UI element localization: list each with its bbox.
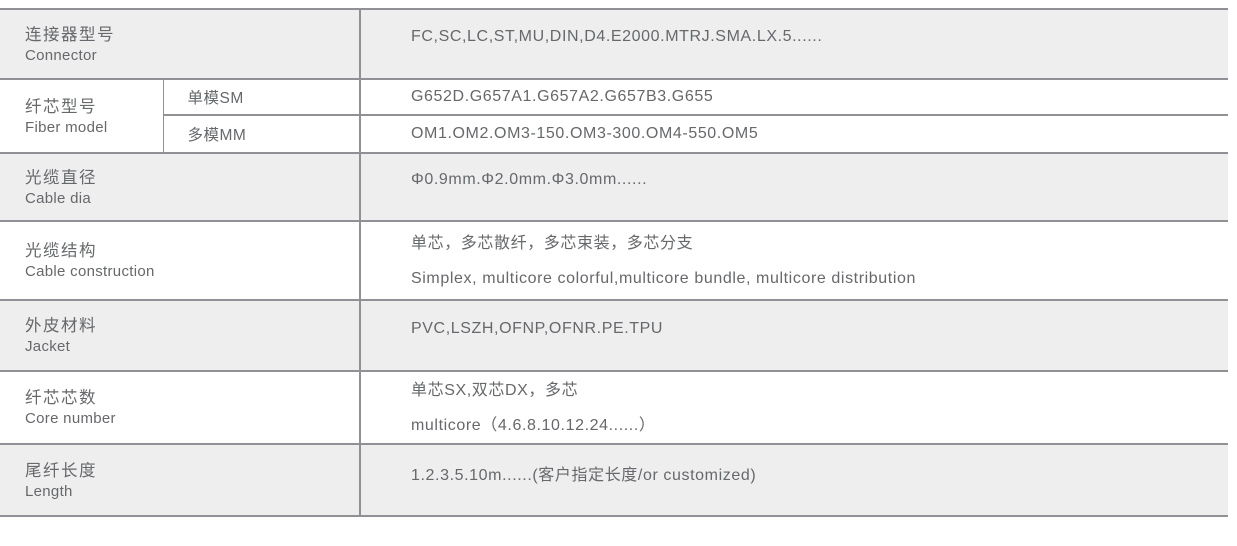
row-cable-dia-value: Φ0.9mm.Φ2.0mm.Φ3.0mm......: [359, 152, 1228, 221]
fiber-model-mm-value-text: OM1.OM2.OM3-150.OM3-300.OM4-550.OM5: [411, 125, 759, 142]
row-core-number-label-en: Core number: [25, 410, 116, 427]
row-cable-dia-label-zh: 光缆直径: [25, 168, 97, 187]
row-cable-construction-label-en: Cable construction: [25, 263, 155, 280]
fiber-model-sm-sublabel: 单模SM: [162, 78, 360, 115]
row-cable-construction: 光缆结构 Cable construction 单芯，多芯散纤，多芯束装，多芯分…: [0, 220, 1228, 300]
row-connector-label-en: Connector: [25, 46, 97, 64]
fiber-model-mm-sublabel-text: 多模MM: [187, 127, 247, 144]
jacket-value-text: PVC,LSZH,OFNP,OFNR.PE.TPU: [411, 319, 664, 337]
row-connector-value: FC,SC,LC,ST,MU,DIN,D4.E2000.MTRJ.SMA.LX.…: [359, 8, 1228, 79]
row-fiber-model-sm: 纤芯型号 Fiber model 单模SM G652D.G657A1.G657A…: [0, 78, 1228, 153]
row-core-number-label: 纤芯芯数 Core number: [0, 370, 360, 444]
cable-dia-value-text: Φ0.9mm.Φ2.0mm.Φ3.0mm......: [411, 171, 648, 188]
cable-construction-value-zh: 单芯，多芯散纤，多芯束装，多芯分支: [411, 234, 694, 252]
fiber-model-mm-sublabel: 多模MM: [162, 114, 360, 153]
row-core-number-label-zh: 纤芯芯数: [25, 389, 97, 407]
row-jacket-label-en: Jacket: [25, 338, 71, 355]
row-connector: 连接器型号 Connector FC,SC,LC,ST,MU,DIN,D4.E2…: [0, 8, 1228, 79]
row-jacket-label: 外皮材料 Jacket: [0, 299, 360, 371]
fiber-model-mm-value: OM1.OM2.OM3-150.OM3-300.OM4-550.OM5: [359, 114, 1228, 153]
row-cable-dia-label-en: Cable dia: [25, 189, 92, 207]
row-fiber-model-label-en: Fiber model: [25, 118, 108, 136]
row-jacket: 外皮材料 Jacket PVC,LSZH,OFNP,OFNR.PE.TPU: [0, 299, 1228, 371]
row-connector-label-zh: 连接器型号: [25, 25, 115, 44]
row-cable-dia-label: 光缆直径 Cable dia: [0, 152, 360, 221]
row-fiber-model-label: 纤芯型号 Fiber model: [0, 78, 163, 153]
row-fiber-model-mm: 多模MM OM1.OM2.OM3-150.OM3-300.OM4-550.OM5: [0, 114, 1228, 153]
spec-table: 连接器型号 Connector FC,SC,LC,ST,MU,DIN,D4.E2…: [0, 8, 1228, 517]
row-connector-label: 连接器型号 Connector: [0, 8, 360, 79]
length-value-text: 1.2.3.5.10m......(客户指定长度/or customized): [411, 467, 757, 484]
row-cable-dia: 光缆直径 Cable dia Φ0.9mm.Φ2.0mm.Φ3.0mm.....…: [0, 152, 1228, 221]
row-length-label-en: Length: [25, 482, 73, 500]
row-jacket-value: PVC,LSZH,OFNP,OFNR.PE.TPU: [359, 299, 1228, 371]
row-fiber-model-label-zh: 纤芯型号: [25, 97, 97, 116]
fiber-model-sm-value-text: G652D.G657A1.G657A2.G657B3.G655: [411, 88, 714, 105]
row-core-number: 纤芯芯数 Core number 单芯SX,双芯DX，多芯 multicore（…: [0, 370, 1228, 444]
cable-construction-value-en: Simplex, multicore colorful,multicore bu…: [411, 269, 916, 287]
row-length-label-zh: 尾纤长度: [25, 461, 97, 480]
fiber-model-sm-sublabel-text: 单模SM: [187, 90, 244, 107]
row-cable-construction-label-zh: 光缆结构: [25, 242, 97, 260]
core-number-value-zh: 单芯SX,双芯DX，多芯: [411, 381, 579, 399]
connector-value-text: FC,SC,LC,ST,MU,DIN,D4.E2000.MTRJ.SMA.LX.…: [411, 28, 823, 45]
row-cable-construction-value: 单芯，多芯散纤，多芯束装，多芯分支 Simplex, multicore col…: [359, 220, 1228, 300]
row-length-value: 1.2.3.5.10m......(客户指定长度/or customized): [359, 443, 1228, 517]
row-jacket-label-zh: 外皮材料: [25, 317, 97, 335]
fiber-model-sm-value: G652D.G657A1.G657A2.G657B3.G655: [359, 78, 1228, 115]
core-number-value-en: multicore（4.6.8.10.12.24......）: [411, 416, 656, 434]
row-cable-construction-label: 光缆结构 Cable construction: [0, 220, 360, 300]
row-length: 尾纤长度 Length 1.2.3.5.10m......(客户指定长度/or …: [0, 443, 1228, 517]
row-core-number-value: 单芯SX,双芯DX，多芯 multicore（4.6.8.10.12.24...…: [359, 370, 1228, 444]
row-length-label: 尾纤长度 Length: [0, 443, 360, 517]
